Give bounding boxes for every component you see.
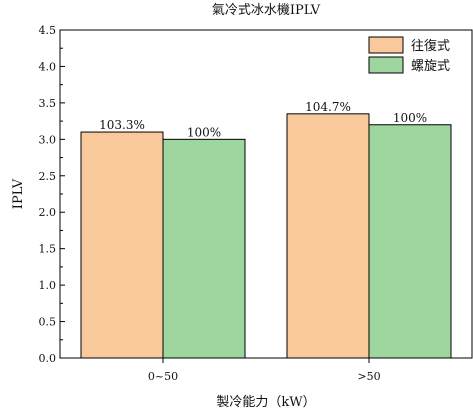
- y-tick-label: 0.0: [39, 352, 57, 365]
- chart-title: 氣冷式冰水機IPLV: [212, 3, 321, 18]
- y-tick-label: 2.0: [39, 206, 57, 219]
- bar-2-1: [162, 138, 246, 359]
- x-axis-label: 製冷能力（kW）: [216, 395, 315, 410]
- y-tick-label: 4.0: [39, 60, 57, 73]
- legend-label-2: 螺旋式: [411, 59, 450, 74]
- x-tick-label: >50: [357, 370, 380, 383]
- y-axis-label: IPLV: [11, 178, 26, 209]
- bar-data-label: 104.7%: [305, 100, 351, 114]
- y-tick-label: 3.5: [39, 97, 57, 110]
- bar-2-2: [368, 124, 452, 359]
- y-tick-label: 4.5: [39, 24, 57, 37]
- y-axis: 0.0 0.5 1.0 1.5 2.0 2.5 3.0 3.5 4.0 4.5: [39, 24, 65, 365]
- y-tick-label: 1.0: [39, 279, 57, 292]
- legend-swatch-2: [368, 56, 404, 74]
- legend-swatch-1: [368, 36, 404, 54]
- bar-1-1: [80, 131, 164, 359]
- legend-label-1: 往復式: [411, 38, 450, 54]
- bars-group: [80, 113, 452, 359]
- y-tick-label: 0.5: [39, 316, 57, 329]
- y-tick-label: 2.5: [39, 170, 57, 183]
- bar-data-label: 103.3%: [99, 118, 145, 132]
- bar-labels-group: 103.3% 100% 104.7% 100%: [99, 100, 427, 140]
- x-tick-label: 0~50: [148, 370, 178, 383]
- bar-1-2: [286, 113, 370, 359]
- bar-data-label: 100%: [393, 111, 427, 125]
- y-tick-label: 1.5: [39, 243, 57, 256]
- x-axis: 0~50 >50: [148, 358, 381, 383]
- y-tick-label: 3.0: [39, 133, 57, 146]
- bar-data-label: 100%: [187, 125, 221, 139]
